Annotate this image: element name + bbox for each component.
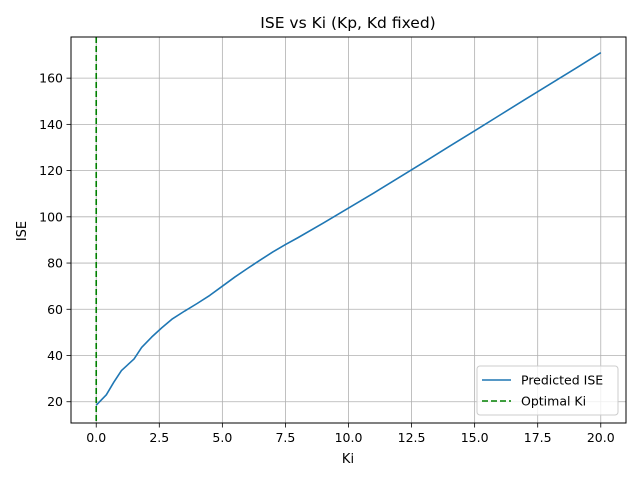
series-line-predicted-ise <box>95 52 602 406</box>
legend-label-predicted-ise: Predicted ISE <box>521 373 603 388</box>
y-tick-label: 20 <box>47 394 63 409</box>
y-tick-label: 60 <box>47 302 63 317</box>
legend: Predicted ISE Optimal Ki <box>476 365 619 416</box>
x-axis-label: Ki <box>342 452 354 467</box>
y-tick-label: 160 <box>39 71 63 86</box>
y-tick-label: 120 <box>39 163 63 178</box>
chart-title: ISE vs Ki (Kp, Kd fixed) <box>260 14 435 32</box>
x-tick-label: 15.0 <box>461 430 489 445</box>
x-tick-label: 20.0 <box>587 430 615 445</box>
legend-label-optimal-ki: Optimal Ki <box>521 394 586 409</box>
y-tick-label: 80 <box>47 256 63 271</box>
y-tick-label: 140 <box>39 117 63 132</box>
x-tick-label: 12.5 <box>398 430 426 445</box>
plot-area <box>95 37 602 423</box>
x-tick-label: 10.0 <box>335 430 363 445</box>
y-axis-label: ISE <box>15 221 30 241</box>
legend-box <box>476 365 619 416</box>
x-tick-label: 5.0 <box>212 430 232 445</box>
x-tick-label: 17.5 <box>524 430 552 445</box>
y-tick-label: 100 <box>39 209 63 224</box>
x-tick-label: 2.5 <box>149 430 169 445</box>
x-tick-label: 7.5 <box>275 430 295 445</box>
y-tick-label: 40 <box>47 348 63 363</box>
x-tick-label: 0.0 <box>86 430 106 445</box>
axes-ticks: 0.0 2.5 5.0 7.5 10.0 12.5 15.0 17.5 20.0 20 40 60 80… <box>39 71 615 445</box>
